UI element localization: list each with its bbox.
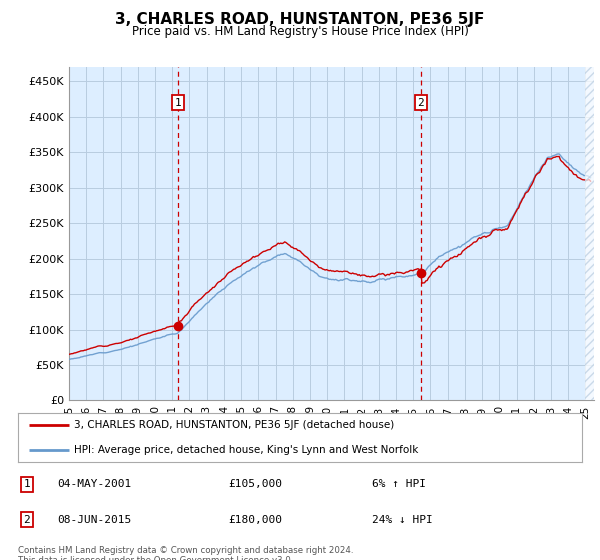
Text: 08-JUN-2015: 08-JUN-2015	[57, 515, 131, 525]
Text: 2: 2	[23, 515, 31, 525]
Text: 1: 1	[175, 97, 182, 108]
Text: 04-MAY-2001: 04-MAY-2001	[57, 479, 131, 489]
Text: HPI: Average price, detached house, King's Lynn and West Norfolk: HPI: Average price, detached house, King…	[74, 445, 419, 455]
Text: 1: 1	[23, 479, 31, 489]
Text: Contains HM Land Registry data © Crown copyright and database right 2024.
This d: Contains HM Land Registry data © Crown c…	[18, 546, 353, 560]
Text: 6% ↑ HPI: 6% ↑ HPI	[372, 479, 426, 489]
Text: Price paid vs. HM Land Registry's House Price Index (HPI): Price paid vs. HM Land Registry's House …	[131, 25, 469, 38]
Text: 24% ↓ HPI: 24% ↓ HPI	[372, 515, 433, 525]
Text: 3, CHARLES ROAD, HUNSTANTON, PE36 5JF (detached house): 3, CHARLES ROAD, HUNSTANTON, PE36 5JF (d…	[74, 420, 395, 430]
Text: 3, CHARLES ROAD, HUNSTANTON, PE36 5JF: 3, CHARLES ROAD, HUNSTANTON, PE36 5JF	[115, 12, 485, 27]
Polygon shape	[586, 67, 594, 400]
Text: £105,000: £105,000	[228, 479, 282, 489]
Text: 2: 2	[418, 97, 424, 108]
Text: £180,000: £180,000	[228, 515, 282, 525]
